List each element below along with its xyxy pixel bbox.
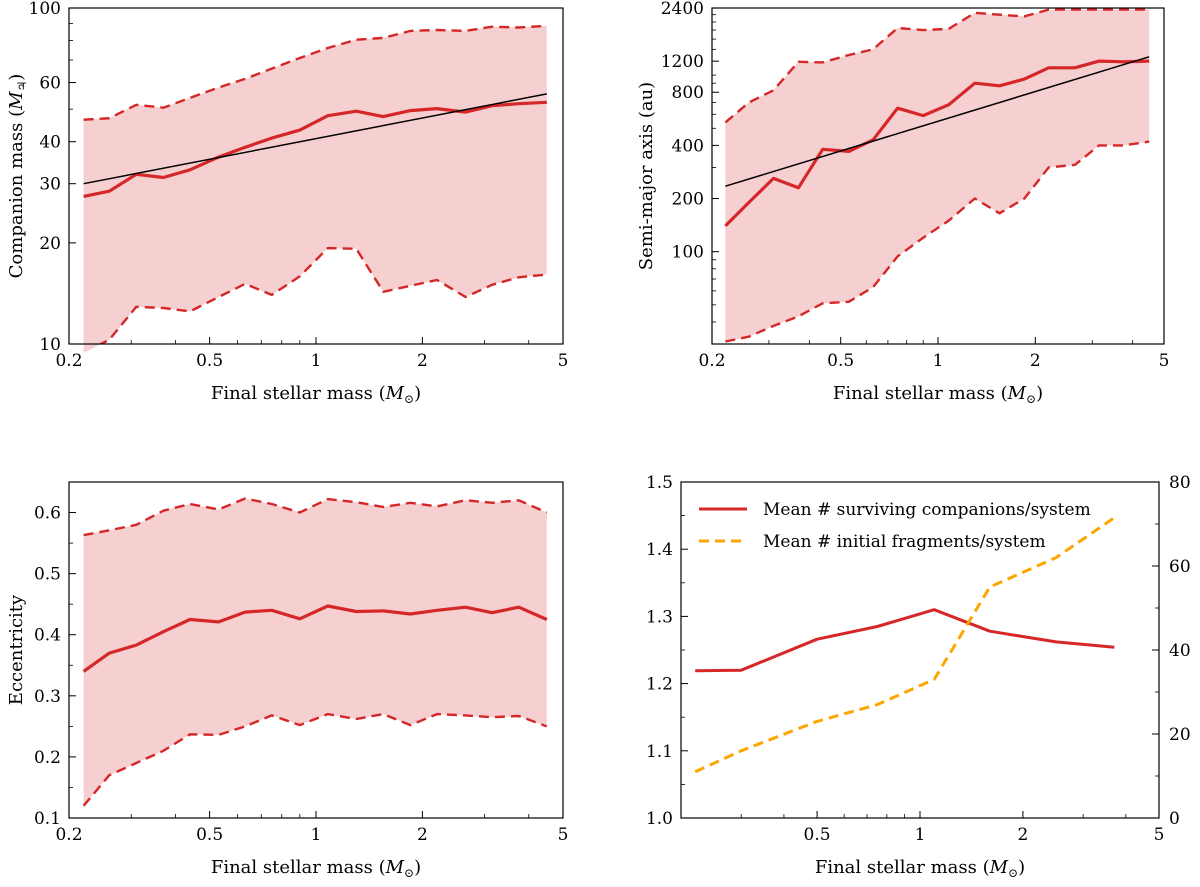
y-tick-label: 1.3 xyxy=(646,607,673,627)
legend: Mean # surviving companions/system Mean #… xyxy=(699,500,1091,552)
x-tick-label: 5 xyxy=(558,351,569,371)
y-tick-label: 1.5 xyxy=(646,473,673,493)
x-axis-label: Final stellar mass (M⊙) xyxy=(815,857,1025,880)
series-group xyxy=(82,497,548,807)
x-tick-label: 2 xyxy=(417,351,428,371)
x-tick-label: 5 xyxy=(1159,351,1170,371)
upper-percentile-line xyxy=(724,8,1150,124)
y-tick-label: 800 xyxy=(672,83,704,103)
x-axis-label-text: Final stellar mass xyxy=(833,383,995,404)
x-axis-label-unit: M xyxy=(385,857,405,878)
mean-initial-fragments-system-line xyxy=(694,516,1116,774)
panel-multiplicity: 0.5 1 2 5 1.0 1.1 1.2 1.3 1.4 1.5 0 20 40 60 80 Final s… xyxy=(646,473,1191,880)
y-axis-label: Semi-major axis (au) xyxy=(636,82,657,270)
y-tick-label: 0.6 xyxy=(34,504,61,524)
y-tick-label: 2400 xyxy=(661,0,704,19)
upper-percentile-line xyxy=(83,24,547,121)
y-axis-label-text: Companion mass xyxy=(6,123,27,279)
x-axis-label-unit-sub: ⊙ xyxy=(404,866,414,880)
mean-surviving-companions-system-line xyxy=(695,608,1115,673)
y-tick-label: 200 xyxy=(672,190,704,210)
panel-companion-mass: 0.2 0.5 1 2 5 10 20 30 40 60 100 Final stellar mass… xyxy=(6,0,568,406)
y-tick-label: 0.3 xyxy=(34,687,61,707)
x-tick-label: 0.2 xyxy=(698,351,725,371)
percentile-band xyxy=(83,25,547,354)
y-tick-label: 1.0 xyxy=(646,809,673,829)
x-tick-label: 0.5 xyxy=(196,351,223,371)
series-group xyxy=(694,516,1116,774)
x-tick-label: 0.2 xyxy=(55,825,82,845)
x-axis-label-unit-sub: ⊙ xyxy=(404,392,414,406)
x-axis-label: Final stellar mass (M⊙) xyxy=(833,383,1043,406)
x-tick-label: 2 xyxy=(417,825,428,845)
lower-percentile-line xyxy=(725,140,1150,343)
y-tick-label: 20 xyxy=(39,234,61,254)
fit-line xyxy=(83,93,547,185)
median-line xyxy=(82,604,548,673)
x-tick-label: 5 xyxy=(558,825,569,845)
y2-tick-label: 80 xyxy=(1169,473,1191,493)
median-line xyxy=(724,59,1150,228)
x-axis-label-unit-sub: ⊙ xyxy=(1026,392,1036,406)
y-tick-label: 1.4 xyxy=(646,540,673,560)
x-axis-label: Final stellar mass (M⊙) xyxy=(211,857,421,880)
x-tick-label: 0.2 xyxy=(55,351,82,371)
y-axis-label-unit-sub: ♃ xyxy=(15,81,29,92)
x-tick-label: 1 xyxy=(311,825,322,845)
y-tick-label: 40 xyxy=(39,133,61,153)
y-tick-label: 0.2 xyxy=(34,748,61,768)
upper-percentile-line xyxy=(83,497,548,537)
y-axis-label: Eccentricity xyxy=(6,594,27,705)
y-axis-label-text: Semi-major axis (au) xyxy=(636,82,657,270)
y2-tick-label: 20 xyxy=(1169,725,1191,745)
median-line xyxy=(83,100,547,198)
y2-tick-label: 60 xyxy=(1169,557,1191,577)
y-tick-label: 1200 xyxy=(661,52,704,72)
y-tick-label: 10 xyxy=(39,335,61,355)
x-axis-label-unit: M xyxy=(1007,383,1027,404)
x-axis-label: Final stellar mass (M⊙) xyxy=(211,383,421,406)
y-axis-label-text: Eccentricity xyxy=(6,594,27,705)
y-tick-label: 0.5 xyxy=(34,565,61,585)
x-axis-label-unit: M xyxy=(989,857,1009,878)
y-axis-label: Companion mass (M♃) xyxy=(6,74,29,279)
y-tick-label: 30 xyxy=(39,175,61,195)
x-tick-label: 0.5 xyxy=(827,351,854,371)
legend-label: Mean # surviving companions/system xyxy=(763,500,1091,520)
x-tick-label: 0.5 xyxy=(804,825,831,845)
x-tick-label: 0.5 xyxy=(196,825,223,845)
y-tick-label: 0.1 xyxy=(34,809,61,829)
x-tick-label: 1 xyxy=(311,351,322,371)
x-axis-label-text: Final stellar mass xyxy=(211,383,373,404)
x-axis-label-text: Final stellar mass xyxy=(211,857,373,878)
y-axis-label-unit: M xyxy=(6,91,27,111)
x-axis-label-unit-sub: ⊙ xyxy=(1008,866,1018,880)
fit-line xyxy=(725,56,1150,187)
x-tick-label: 2 xyxy=(1030,351,1041,371)
y-tick-label: 1.2 xyxy=(646,675,673,695)
x-axis-label-text: Final stellar mass xyxy=(815,857,977,878)
series-group xyxy=(83,24,547,344)
y-tick-label: 100 xyxy=(29,0,61,19)
y-tick-label: 100 xyxy=(672,243,704,263)
y-tick-label: 60 xyxy=(39,74,61,94)
x-axis-label-unit: M xyxy=(385,383,405,404)
panel-semi-major-axis: 0.2 0.5 1 2 5 100 200 400 800 1200 2400 Final stell… xyxy=(636,0,1169,406)
series-group xyxy=(724,8,1150,343)
x-tick-label: 2 xyxy=(1018,825,1029,845)
lower-percentile-line xyxy=(82,712,548,807)
y2-tick-label: 40 xyxy=(1169,641,1191,661)
x-tick-label: 1 xyxy=(915,825,926,845)
percentile-band xyxy=(83,498,547,806)
y2-tick-label: 0 xyxy=(1169,809,1180,829)
legend-label: Mean # initial fragments/system xyxy=(763,532,1046,552)
percentile-band xyxy=(725,9,1150,342)
x-tick-label: 5 xyxy=(1154,825,1165,845)
y-tick-label: 0.4 xyxy=(34,626,61,646)
y-tick-label: 400 xyxy=(672,136,704,156)
x-tick-label: 1 xyxy=(933,351,944,371)
y-tick-label: 1.1 xyxy=(646,742,673,762)
